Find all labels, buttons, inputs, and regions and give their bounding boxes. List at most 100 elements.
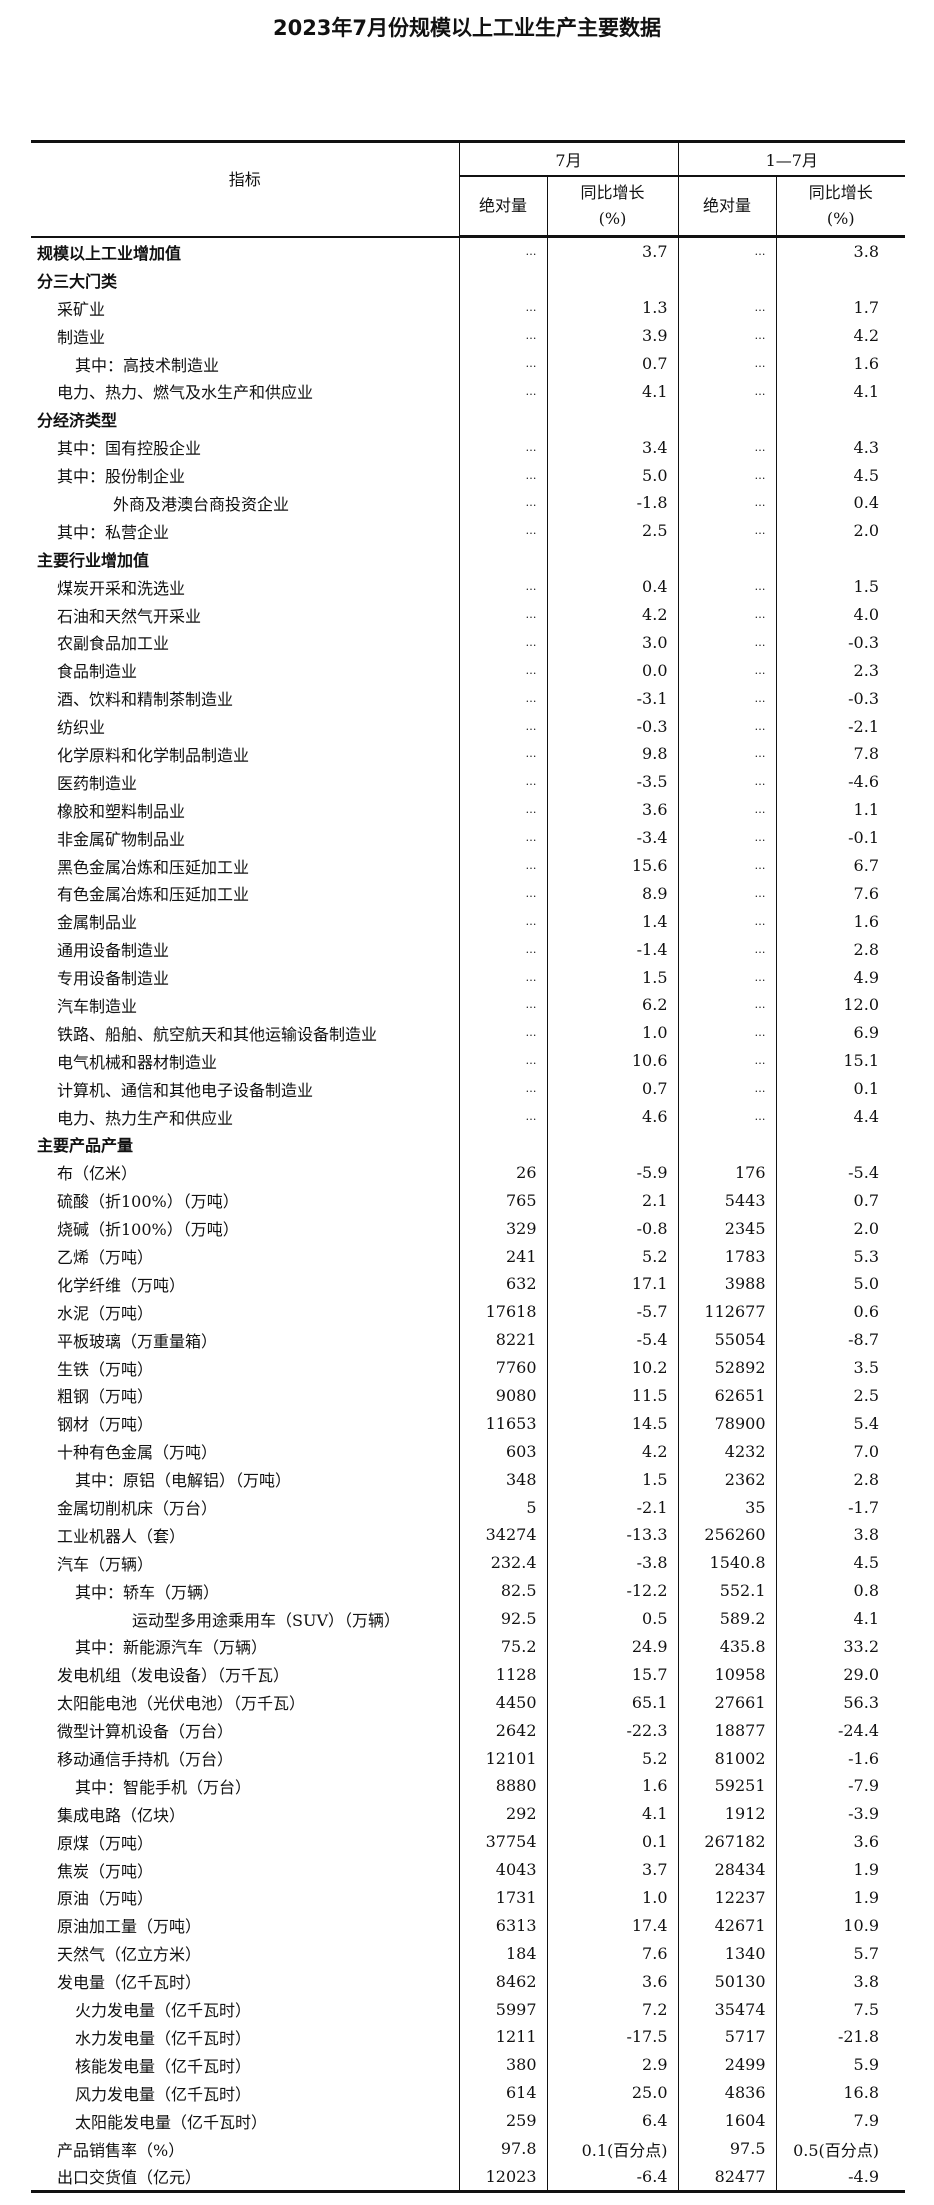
july-absolute: …	[458, 1018, 547, 1047]
july-yoy-growth: 2.5	[546, 516, 678, 545]
july-yoy-growth: -12.2	[546, 1576, 678, 1605]
cumulative-absolute: 5717	[677, 2023, 776, 2051]
july-yoy-growth: 0.0	[546, 656, 678, 685]
cumulative-yoy-growth: 1.7	[775, 293, 905, 322]
july-absolute: 75.2	[458, 1632, 547, 1661]
table-row: 运动型多用途乘用车（SUV）（万辆） 92.5 0.5 589.2 4.1	[31, 1604, 905, 1633]
row-label: 集成电路（亿块）	[57, 1805, 186, 1825]
cumulative-yoy-growth	[775, 544, 905, 573]
row-label: 发电量（亿千瓦时）	[57, 1973, 202, 1993]
table-row: 规模以上工业增加值… 3.7… 3.8	[31, 236, 905, 266]
cumulative-yoy-growth: -24.4	[775, 1716, 905, 1745]
july-absolute: 380	[458, 2050, 547, 2079]
row-label: 采矿业	[57, 299, 106, 319]
cumulative-yoy-growth: 5.3	[775, 1242, 905, 1270]
table-row: 有色金属冶炼和压延加工业… 8.9… 7.6	[31, 879, 905, 908]
header-indicator: 指标	[31, 140, 459, 238]
cumulative-absolute: …	[677, 767, 776, 796]
table-row: 水泥（万吨） 17618 -5.7 112677 0.6	[31, 1297, 905, 1326]
cumulative-absolute	[677, 1130, 776, 1159]
cumulative-absolute: 1340	[677, 1939, 776, 1968]
cumulative-yoy-growth: 2.0	[775, 1214, 905, 1243]
cumulative-absolute: …	[677, 349, 776, 378]
row-label: 硫酸（折100%）（万吨）	[57, 1192, 239, 1212]
table-row: 金属切削机床（万台） 5 -2.1 35 -1.7	[31, 1493, 905, 1521]
row-label: 医药制造业	[57, 773, 138, 793]
cumulative-absolute: …	[677, 489, 776, 517]
july-yoy-growth: -5.9	[546, 1158, 678, 1187]
cumulative-absolute	[677, 405, 776, 434]
july-yoy-growth: 9.8	[546, 740, 678, 768]
cumulative-yoy-growth: 0.1	[775, 1074, 905, 1103]
july-yoy-growth: -6.4	[546, 2162, 678, 2194]
table-row: 烧碱（折100%）（万吨） 329 -0.8 2345 2.0	[31, 1214, 905, 1243]
cumulative-yoy-growth: 29.0	[775, 1660, 905, 1689]
cumulative-absolute: …	[677, 377, 776, 406]
july-yoy-growth: -3.1	[546, 684, 678, 713]
cumulative-yoy-growth: 6.7	[775, 851, 905, 880]
table-row: 火力发电量（亿千瓦时） 5997 7.2 35474 7.5	[31, 1995, 905, 2023]
july-absolute: 8221	[458, 1325, 547, 1354]
cumulative-yoy-growth: 7.8	[775, 740, 905, 768]
table-row: 酒、饮料和精制茶制造业… -3.1… -0.3	[31, 684, 905, 713]
table-row: 其中：私营企业… 2.5… 2.0	[31, 516, 905, 545]
cumulative-yoy-growth: 4.9	[775, 963, 905, 992]
cumulative-yoy-growth: 16.8	[775, 2078, 905, 2107]
header-unit: (%)	[826, 209, 855, 228]
july-absolute: …	[458, 1102, 547, 1131]
row-label: 橡胶和塑料制品业	[57, 801, 186, 821]
cumulative-yoy-growth: 5.0	[775, 1269, 905, 1298]
july-absolute: …	[458, 991, 547, 1019]
cumulative-absolute: 2362	[677, 1465, 776, 1494]
july-yoy-growth: 17.4	[546, 1911, 678, 1940]
cumulative-yoy-growth: 3.8	[775, 1520, 905, 1549]
july-absolute: 232.4	[458, 1548, 547, 1577]
table-row: 其中：原铝（电解铝）（万吨） 348 1.5 2362 2.8	[31, 1465, 905, 1494]
cumulative-yoy-growth: 2.5	[775, 1381, 905, 1410]
cumulative-absolute: …	[677, 963, 776, 992]
table-row: 农副食品加工业… 3.0… -0.3	[31, 628, 905, 657]
cumulative-absolute: 27661	[677, 1688, 776, 1717]
header-abs-july: 绝对量	[458, 176, 547, 238]
table-row: 汽车（万辆） 232.4 -3.8 1540.8 4.5	[31, 1548, 905, 1577]
cumulative-absolute: 35474	[677, 1995, 776, 2023]
table-row: 分经济类型	[31, 405, 905, 434]
july-absolute: 4450	[458, 1688, 547, 1717]
cumulative-yoy-growth: 3.6	[775, 1827, 905, 1856]
row-label: 其中：高技术制造业	[75, 355, 220, 375]
july-yoy-growth: 1.6	[546, 1771, 678, 1800]
row-label: 分经济类型	[37, 411, 118, 431]
cumulative-yoy-growth: -1.6	[775, 1744, 905, 1772]
cumulative-absolute: 1540.8	[677, 1548, 776, 1577]
table-row: 硫酸（折100%）（万吨） 765 2.1 5443 0.7	[31, 1186, 905, 1215]
july-yoy-growth: -2.1	[546, 1493, 678, 1521]
row-label: 化学原料和化学制品制造业	[57, 745, 250, 765]
data-table: 指标 7月 1—7月 绝对量 同比增长 (%) 绝对量 同比增长 (%) 规模以上工…	[31, 140, 905, 2194]
july-yoy-growth	[546, 265, 678, 294]
table-row: 原煤（万吨） 37754 0.1 267182 3.6	[31, 1827, 905, 1856]
cumulative-yoy-growth	[775, 1130, 905, 1159]
row-label: 石油和天然气开采业	[57, 606, 202, 626]
cumulative-yoy-growth: 4.4	[775, 1102, 905, 1131]
table-row: 金属制品业… 1.4… 1.6	[31, 907, 905, 936]
cumulative-yoy-growth: -7.9	[775, 1771, 905, 1800]
july-absolute: …	[458, 377, 547, 406]
header-unit: (%)	[598, 209, 627, 228]
row-label: 计算机、通信和其他电子设备制造业	[57, 1080, 314, 1100]
july-yoy-growth: 6.4	[546, 2106, 678, 2135]
july-yoy-growth: -1.4	[546, 935, 678, 964]
cumulative-absolute: 267182	[677, 1827, 776, 1856]
cumulative-yoy-growth: -0.1	[775, 823, 905, 852]
cumulative-absolute: 112677	[677, 1297, 776, 1326]
july-absolute: 765	[458, 1186, 547, 1215]
cumulative-absolute: 176	[677, 1158, 776, 1187]
row-label: 主要行业增加值	[37, 550, 150, 570]
cumulative-absolute: 5443	[677, 1186, 776, 1215]
cumulative-yoy-growth	[775, 265, 905, 294]
row-label: 水泥（万吨）	[57, 1303, 154, 1323]
cumulative-yoy-growth: 33.2	[775, 1632, 905, 1661]
cumulative-absolute: 10958	[677, 1660, 776, 1689]
row-label: 制造业	[57, 327, 106, 347]
cumulative-yoy-growth: -2.1	[775, 712, 905, 741]
july-absolute: 11653	[458, 1409, 547, 1438]
